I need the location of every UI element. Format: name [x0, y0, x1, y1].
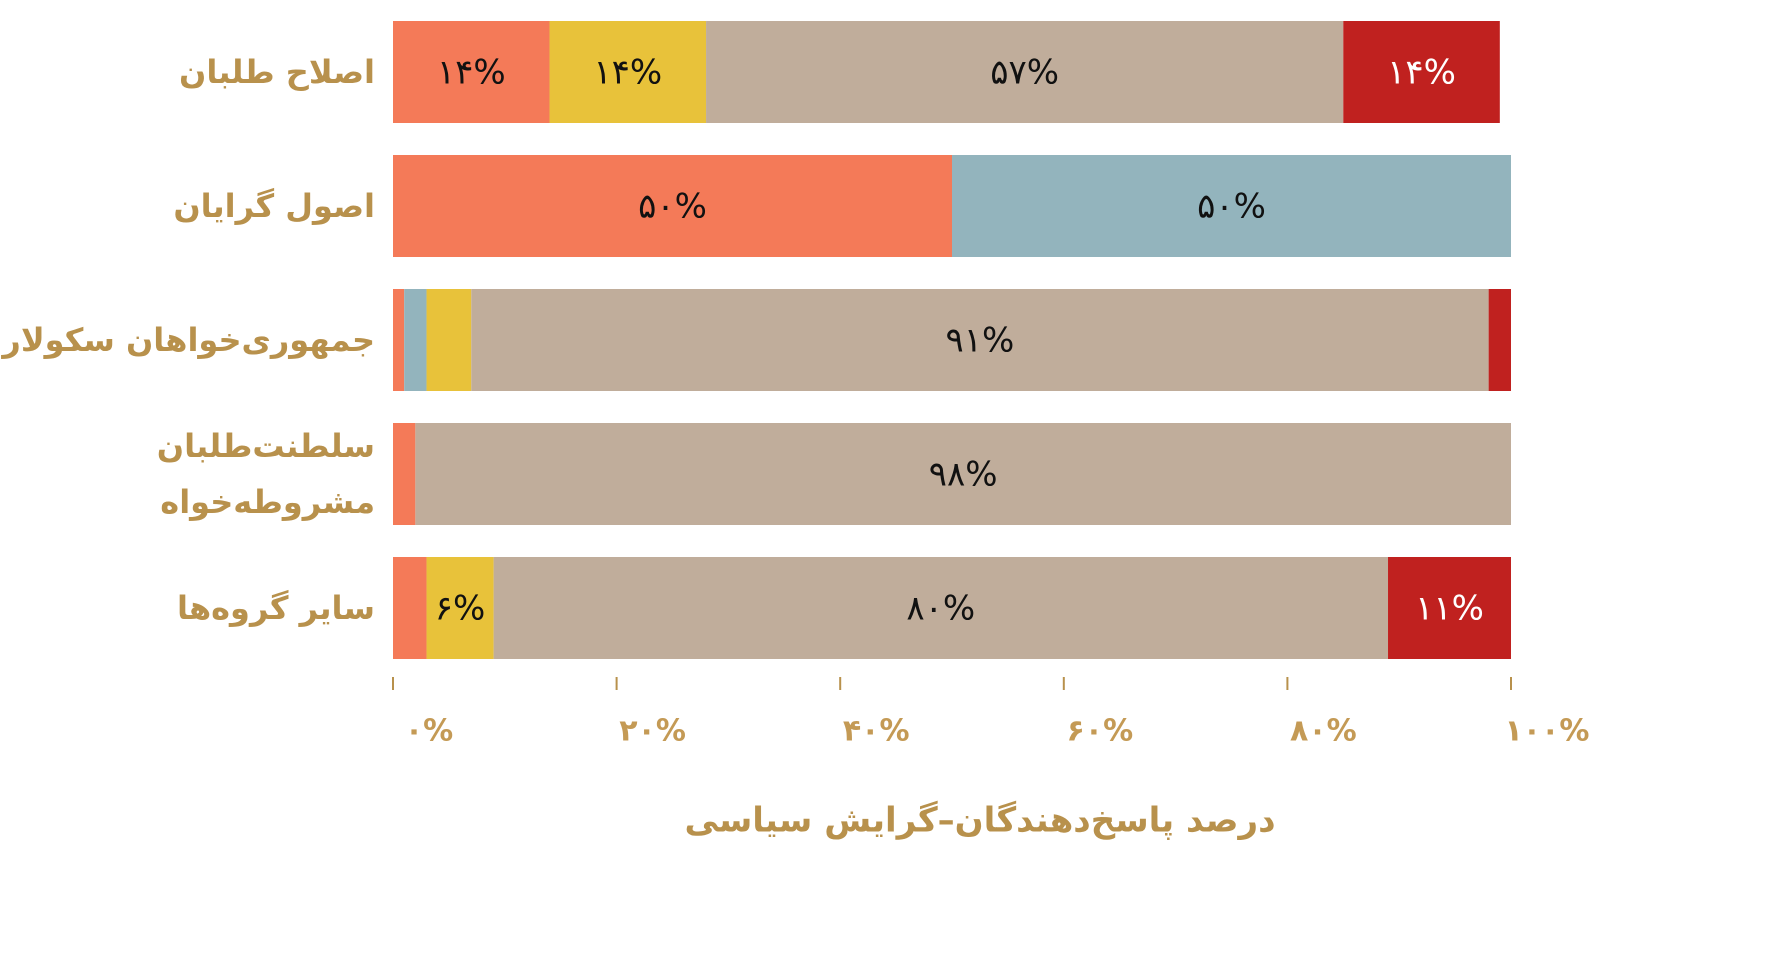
bar-segment: [706, 21, 1344, 123]
x-tick-label: ۲۰%: [619, 714, 686, 749]
bar-segment: [393, 423, 416, 525]
x-axis-title: درصد پاسخ‌دهندگان–گرایش سیاسی: [684, 801, 1275, 841]
bar-segment: [404, 289, 427, 391]
bar-segment: [471, 289, 1489, 391]
bar-segment: [426, 289, 472, 391]
x-tick-label: ۴۰%: [843, 714, 910, 749]
category-label: سایر گروه‌ها: [176, 589, 375, 627]
value-label: ۱۱%: [1415, 589, 1484, 629]
x-tick-label: ۱۰۰%: [1505, 714, 1590, 749]
x-tick-label: ۶۰%: [1066, 714, 1133, 749]
bar-segment: [415, 423, 1511, 525]
value-label: ۸۰%: [906, 589, 975, 629]
bar-segment: [393, 21, 550, 123]
category-label: سلطنت‌طلبان مشروطه‌خواه: [156, 427, 375, 521]
bar-segment: [549, 21, 707, 123]
value-label: ۱۴%: [593, 53, 662, 93]
x-tick-label: ۰%: [405, 714, 453, 749]
bar-segment: [1488, 289, 1511, 391]
value-label: ۱۴%: [1387, 53, 1456, 93]
value-label: ۱۴%: [437, 53, 506, 93]
x-tick-label: ۸۰%: [1290, 714, 1357, 749]
bar-segment: [393, 557, 427, 659]
bar-segment: [426, 557, 494, 659]
value-label: ۹۸%: [929, 455, 998, 495]
value-label: ۵۰%: [1197, 187, 1266, 227]
bar-segment: [1343, 21, 1500, 123]
category-label: اصول گرایان: [173, 187, 375, 225]
bar-segment: [1388, 557, 1511, 659]
value-label: ۵۰%: [638, 187, 707, 227]
bar-segment: [393, 289, 405, 391]
category-label: اصلاح طلبان: [179, 53, 375, 91]
bar-segment: [393, 155, 952, 257]
value-label: ۵۷%: [990, 53, 1059, 93]
value-label: ۶%: [435, 589, 486, 629]
category-label: جمهوری‌خواهان سکولار: [2, 321, 375, 359]
bar-segment: [952, 155, 1511, 257]
value-label: ۹۱%: [946, 321, 1015, 361]
bar-segment: [493, 557, 1389, 659]
